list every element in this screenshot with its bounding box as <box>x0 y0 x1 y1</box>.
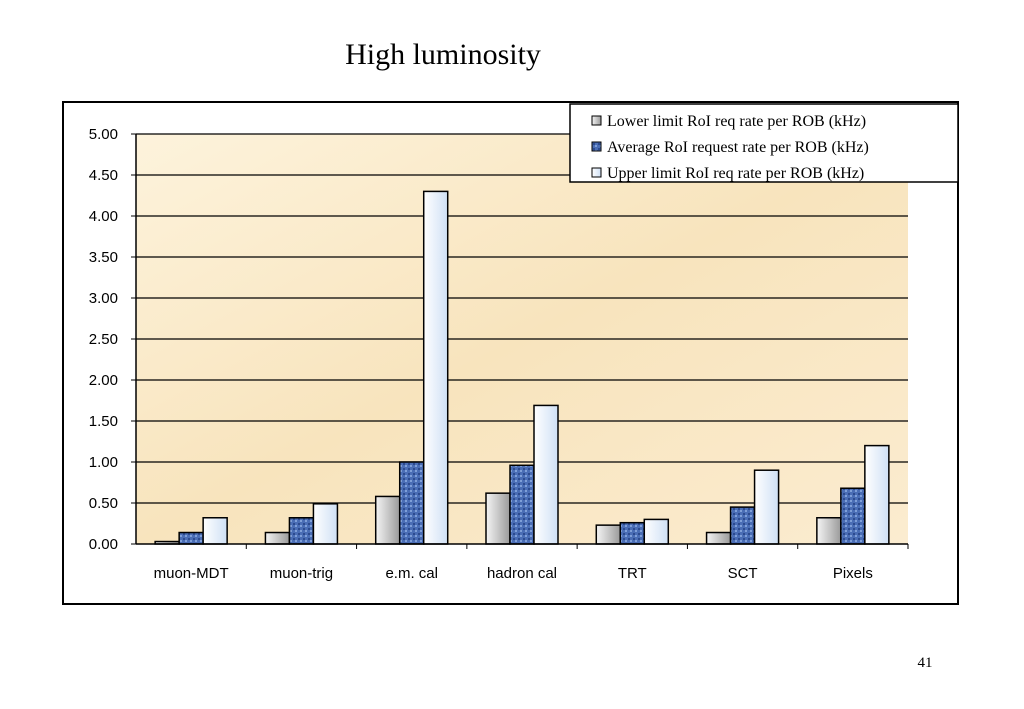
legend: Lower limit RoI req rate per ROB (kHz) Av… <box>569 103 959 183</box>
y-tick-label: 2.50 <box>89 331 118 348</box>
x-tick-label: Pixels <box>833 565 873 582</box>
y-tick-label: 4.00 <box>89 208 118 225</box>
legend-swatch-3 <box>591 167 602 178</box>
legend-label-2: Average RoI request rate per ROB (kHz) <box>607 139 869 156</box>
bar-series-1-4 <box>595 524 622 545</box>
x-tick-label: muon-MDT <box>154 565 229 582</box>
bar-series-3-2 <box>422 190 449 545</box>
axes <box>131 133 909 549</box>
bar-series-2-3 <box>509 464 535 545</box>
bar-series-2-4 <box>619 521 646 545</box>
bar-series-3-3 <box>533 404 559 545</box>
legend-label-3: Upper limit RoI req rate per ROB (kHz) <box>607 165 864 182</box>
y-tick-label: 3.50 <box>89 249 118 266</box>
legend-label-1: Lower limit RoI req rate per ROB (kHz) <box>607 113 866 130</box>
y-tick-label: 3.00 <box>89 290 118 307</box>
bar-series-3-5 <box>753 469 780 545</box>
page-number: 41 <box>917 655 933 671</box>
legend-box <box>569 103 959 183</box>
legend-swatch-2 <box>591 141 602 152</box>
x-tick-label: e.m. cal <box>385 565 438 582</box>
bar-series-3-1 <box>312 503 339 545</box>
x-tick-labels: muon-MDT muon-trig e.m. cal hadron cal TRT SC… <box>154 565 873 582</box>
bars <box>154 190 890 545</box>
y-tick-label: 0.50 <box>89 495 118 512</box>
x-tick-label: TRT <box>618 565 647 582</box>
y-tick-label: 1.50 <box>89 413 118 430</box>
bar-series-1-3 <box>485 492 511 545</box>
y-tick-label: 5.00 <box>89 126 118 143</box>
bar-series-1-1 <box>264 531 291 545</box>
bar-series-2-2 <box>398 461 425 545</box>
bar-series-1-6 <box>816 517 842 545</box>
bar-series-1-5 <box>705 531 732 545</box>
bar-series-3-0 <box>202 517 228 545</box>
y-tick-label: 2.00 <box>89 372 118 389</box>
y-tick-label: 1.00 <box>89 454 118 471</box>
y-tick-labels: 0.00 0.50 1.00 1.50 2.00 2.50 3.00 3.50 4.00 4.50… <box>89 126 118 553</box>
bar-series-2-6 <box>840 487 866 545</box>
slide-title: High luminosity <box>345 38 541 71</box>
bar-series-2-5 <box>729 506 756 545</box>
bar-series-2-1 <box>288 517 315 545</box>
y-tick-label: 0.00 <box>89 536 118 553</box>
bar-series-3-6 <box>864 444 890 545</box>
x-tick-label: muon-trig <box>270 565 333 582</box>
x-tick-label: hadron cal <box>487 565 557 582</box>
y-tick-label: 4.50 <box>89 167 118 184</box>
bar-series-3-4 <box>643 518 670 545</box>
legend-swatch-1 <box>591 115 602 126</box>
bar-series-2-0 <box>178 531 204 545</box>
bar-series-1-2 <box>374 495 401 545</box>
x-tick-label: SCT <box>728 565 758 582</box>
